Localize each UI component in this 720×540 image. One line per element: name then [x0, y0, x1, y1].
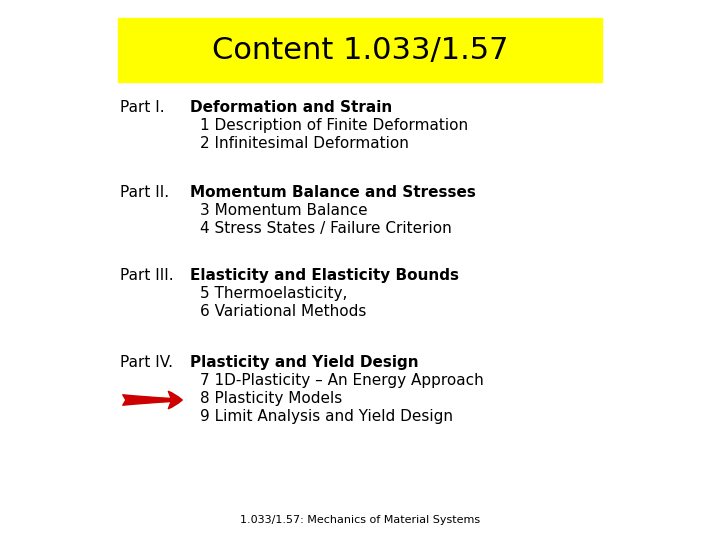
Text: Plasticity and Yield Design: Plasticity and Yield Design [190, 355, 418, 370]
Text: 6 Variational Methods: 6 Variational Methods [200, 304, 366, 319]
Text: 8 Plasticity Models: 8 Plasticity Models [200, 391, 342, 406]
Text: 9 Limit Analysis and Yield Design: 9 Limit Analysis and Yield Design [200, 409, 453, 424]
Text: Part I.: Part I. [120, 100, 165, 115]
Bar [118, 18, 602, 82]
Text: 5 Thermoelasticity,: 5 Thermoelasticity, [200, 286, 347, 301]
Text: Deformation and Strain: Deformation and Strain [190, 100, 392, 115]
Text: Content 1.033/1.57: Content 1.033/1.57 [212, 36, 508, 64]
Text: Part III.: Part III. [120, 268, 174, 283]
Text: 4 Stress States / Failure Criterion: 4 Stress States / Failure Criterion [200, 221, 451, 236]
Text: 1 Description of Finite Deformation: 1 Description of Finite Deformation [200, 118, 468, 133]
Text: 2 Infinitesimal Deformation: 2 Infinitesimal Deformation [200, 136, 409, 151]
Text: 1.033/1.57: Mechanics of Material Systems: 1.033/1.57: Mechanics of Material System… [240, 515, 480, 525]
Text: Momentum Balance and Stresses: Momentum Balance and Stresses [190, 185, 476, 200]
Text: 7 1D-Plasticity – An Energy Approach: 7 1D-Plasticity – An Energy Approach [200, 373, 484, 388]
Text: Part II.: Part II. [120, 185, 169, 200]
Text: 3 Momentum Balance: 3 Momentum Balance [200, 203, 368, 218]
Text: Part IV.: Part IV. [120, 355, 173, 370]
Text: Elasticity and Elasticity Bounds: Elasticity and Elasticity Bounds [190, 268, 459, 283]
